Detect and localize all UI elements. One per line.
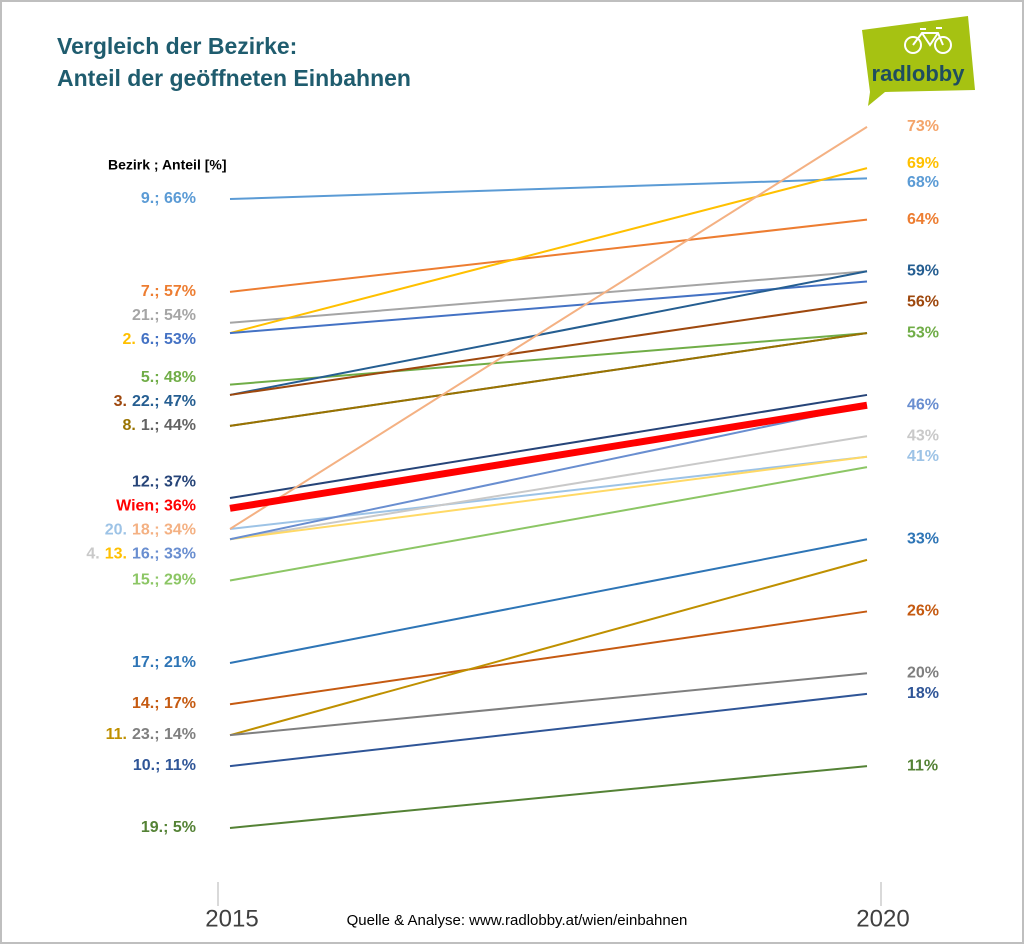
series-line xyxy=(229,404,868,541)
chart-title: Anteil der geöffneten Einbahnen xyxy=(57,65,411,91)
left-label-part: 17.; 21% xyxy=(132,654,196,671)
left-label-part: 6.; 53% xyxy=(141,331,196,348)
series-line xyxy=(229,765,868,829)
left-label-part: 7.; 57% xyxy=(141,283,196,300)
left-label: 8. 1.; 44% xyxy=(123,417,196,434)
series-line xyxy=(229,270,868,324)
right-label: 33% xyxy=(907,530,939,547)
right-label: 18% xyxy=(907,685,939,702)
series-line xyxy=(229,435,868,541)
chart-title: Vergleich der Bezirke: xyxy=(57,33,297,59)
left-label-part: 3. xyxy=(114,393,127,410)
series-line xyxy=(229,280,868,335)
series-line xyxy=(229,610,868,706)
left-label: Wien; 36% xyxy=(116,498,196,515)
right-label: 73% xyxy=(907,118,939,135)
left-label: 7.; 57% xyxy=(141,283,196,300)
left-label: 5.; 48% xyxy=(141,369,196,386)
series-line xyxy=(229,692,868,768)
right-label: 64% xyxy=(907,211,939,228)
left-label-part: 19.; 5% xyxy=(141,819,196,836)
right-label: 41% xyxy=(907,448,939,465)
right-label: 46% xyxy=(907,396,939,413)
right-label: 53% xyxy=(907,324,939,341)
right-label: 43% xyxy=(907,427,939,444)
series-line xyxy=(229,167,868,335)
left-label: 17.; 21% xyxy=(132,654,196,671)
left-label-part: 5.; 48% xyxy=(141,369,196,386)
left-label-part: 20. xyxy=(105,522,127,539)
series-line xyxy=(229,301,868,396)
left-label-part: 14.; 17% xyxy=(132,695,196,712)
series-line xyxy=(229,538,868,664)
left-label: 2. 6.; 53% xyxy=(123,331,196,348)
series-line xyxy=(229,332,868,386)
left-label-part: 11. xyxy=(106,726,127,743)
left-label-part: 1.; 44% xyxy=(141,417,196,434)
left-label: 19.; 5% xyxy=(141,819,196,836)
series-line xyxy=(229,332,868,427)
right-label: 59% xyxy=(907,262,939,279)
right-label: 20% xyxy=(907,665,939,682)
legend-header: Bezirk ; Anteil [%] xyxy=(108,157,227,173)
left-label-part: 13. xyxy=(105,546,127,563)
left-label-part: 15.; 29% xyxy=(132,572,196,589)
left-label-part: 18.; 34% xyxy=(132,522,196,539)
series-line xyxy=(229,455,868,541)
bike-icon xyxy=(904,27,952,54)
right-label: 69% xyxy=(907,155,939,172)
left-label: 11. 23.; 14% xyxy=(106,726,196,743)
left-label-part: 23.; 14% xyxy=(132,726,196,743)
right-label: 68% xyxy=(907,174,939,191)
left-label-part: 9.; 66% xyxy=(141,190,196,207)
left-label: 12.; 37% xyxy=(132,474,196,491)
series-line xyxy=(229,270,868,396)
left-label: 4. 13. 16.; 33% xyxy=(86,546,196,563)
left-label-part: 16.; 33% xyxy=(132,546,196,563)
series-line xyxy=(229,672,868,737)
series-line xyxy=(229,218,868,293)
left-label-part: 8. xyxy=(123,417,136,434)
left-label-part: 10.; 11% xyxy=(133,757,196,774)
left-label: 15.; 29% xyxy=(132,572,196,589)
series-line xyxy=(229,126,868,530)
left-label-part: 2. xyxy=(123,331,136,348)
left-label: 20. 18.; 34% xyxy=(105,522,196,539)
source: Quelle & Analyse: www.radlobby.at/wien/e… xyxy=(347,912,688,929)
series-line xyxy=(229,177,868,201)
right-label: 56% xyxy=(907,293,939,310)
left-label: 9.; 66% xyxy=(141,190,196,207)
left-label-part: 12.; 37% xyxy=(132,474,196,491)
left-label-part: Wien; 36% xyxy=(116,498,196,515)
left-label: 14.; 17% xyxy=(132,695,196,712)
left-label: 21.; 54% xyxy=(132,307,196,324)
highlight-line xyxy=(229,401,868,512)
left-label-part: 22.; 47% xyxy=(132,393,196,410)
series-line xyxy=(229,558,868,737)
right-label: 11% xyxy=(907,757,938,774)
x-tick-label: 2015 xyxy=(205,905,258,932)
x-tick-label: 2020 xyxy=(856,905,909,932)
series-line xyxy=(229,466,868,582)
series-line xyxy=(229,393,868,500)
left-label-part: 21.; 54% xyxy=(132,307,196,324)
logo-text: radlobby xyxy=(872,61,966,86)
left-label-part: 4. xyxy=(86,546,99,563)
left-label: 3. 22.; 47% xyxy=(114,393,196,410)
left-label: 10.; 11% xyxy=(133,757,196,774)
logo: radlobby xyxy=(862,16,975,106)
right-label: 26% xyxy=(907,603,939,620)
